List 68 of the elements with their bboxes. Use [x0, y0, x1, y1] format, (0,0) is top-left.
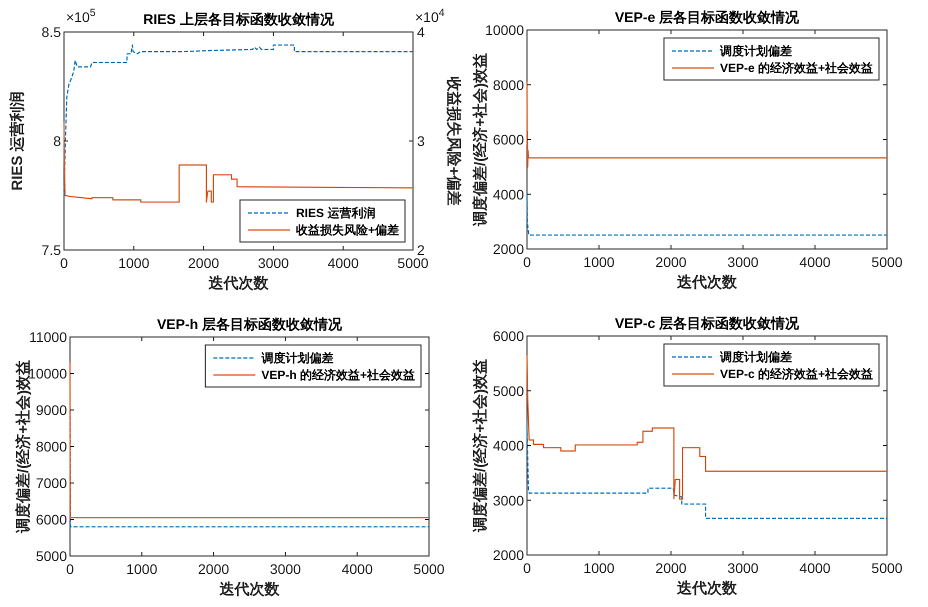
legend-label: 调度计划偏差: [718, 350, 792, 364]
chart-title: VEP-e 层各目标函数收敛情况: [614, 9, 800, 25]
y-tick-label: 7000: [36, 475, 68, 491]
y2-tick-label: 4: [417, 24, 425, 40]
legend-label: 调度计划偏差: [718, 44, 792, 58]
x-tick-label: 3000: [727, 560, 759, 576]
x-tick-label: 4000: [799, 254, 831, 270]
x-tick-label: 4000: [799, 560, 831, 576]
y-tick-label: 7.5: [42, 242, 62, 258]
x-tick-label: 2000: [655, 560, 687, 576]
x-axis-title: 迭代次数: [218, 581, 280, 598]
y-tick-label: 4000: [492, 186, 524, 202]
legend-label: VEP-h 的经济效益+社会效益: [261, 368, 415, 382]
y-tick-label: 9000: [36, 402, 68, 418]
y-tick-label: 2000: [492, 547, 524, 563]
y-axis-title: 调度偏差/(经济+社会)效益: [471, 53, 489, 227]
y-tick-label: 5000: [492, 382, 524, 399]
y-tick-label: 6000: [492, 328, 524, 344]
legend-label: 收益损失风险+偏差: [296, 223, 399, 237]
x-tick-label: 1000: [126, 561, 158, 577]
y-tick-label: 6000: [492, 132, 524, 148]
x-tick-label: 3000: [258, 255, 290, 271]
text: ×10$^{5}$: [66, 7, 96, 25]
x-tick-label: 5000: [871, 560, 903, 576]
x-tick-label: 5000: [871, 254, 903, 270]
x-tick-label: 5000: [397, 255, 429, 271]
y-axis-title: 调度偏差/(经济+社会)效益: [471, 359, 489, 533]
x-tick-label: 3000: [270, 561, 302, 577]
x-tick-label: 0: [523, 560, 532, 576]
x-tick-label: 1000: [118, 255, 150, 271]
y-tick-label: 6000: [36, 512, 68, 528]
y-tick-label: 8000: [36, 438, 68, 454]
x-tick-label: 5000: [413, 561, 445, 577]
y2-axis-title: 收益损失风险+偏差: [445, 76, 462, 206]
y-axis-title: RIES 运营利润: [8, 91, 26, 191]
y-tick-label: 5000: [36, 548, 68, 564]
y2-tick-label: 2: [417, 242, 425, 258]
x-tick-label: 0: [523, 254, 532, 270]
x-tick-label: 2000: [188, 255, 220, 271]
y-tick-label: 8000: [492, 76, 524, 93]
y-tick-label: 11000: [29, 329, 68, 345]
x-tick-label: 0: [66, 561, 74, 577]
x-tick-label: 4000: [328, 255, 359, 271]
x-axis-title: 迭代次数: [676, 580, 738, 597]
chart-title: VEP-h 层各目标函数收敛情况: [156, 316, 344, 332]
y-tick-label: 8: [53, 133, 62, 149]
y2-tick-label: 3: [417, 133, 425, 149]
y-tick-label: 10000: [485, 22, 524, 38]
y-tick-label: 8.5: [42, 24, 62, 40]
text: ×10$^{4}$: [415, 7, 445, 25]
x-tick-label: 4000: [342, 561, 373, 577]
legend-label: VEP-e 的经济效益+社会效益: [720, 61, 873, 75]
x-tick-label: 1000: [583, 560, 615, 576]
x-tick-label: 0: [60, 255, 68, 271]
x-tick-label: 2000: [198, 561, 230, 577]
x-tick-label: 3000: [727, 254, 759, 270]
x-axis-title: 迭代次数: [208, 275, 270, 292]
y-tick-label: 4000: [492, 438, 524, 454]
legend-label: 调度计划偏差: [260, 351, 334, 365]
legend-label: VEP-c 的经济效益+社会效益: [720, 367, 873, 381]
x-tick-label: 1000: [583, 254, 615, 270]
chart-title: VEP-c 层各目标函数收敛情况: [614, 315, 800, 331]
y-tick-label: 2000: [492, 241, 524, 257]
legend-label: RIES 运营利润: [296, 206, 376, 220]
x-tick-label: 2000: [655, 254, 687, 270]
x-axis-title: 迭代次数: [676, 274, 738, 291]
chart-title: RIES 上层各目标函数收敛情况: [143, 11, 335, 27]
y-tick-label: 3000: [492, 492, 524, 508]
